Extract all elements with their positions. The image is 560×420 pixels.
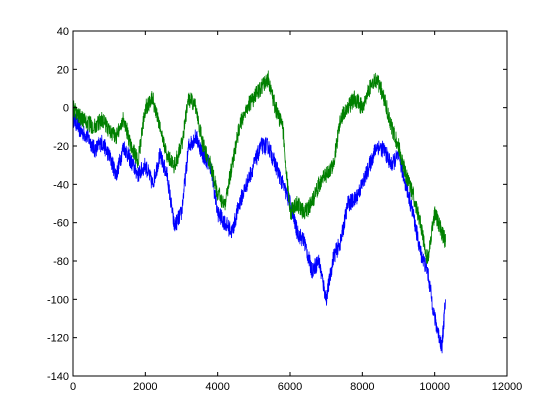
y-tick-label: -20 (53, 141, 69, 153)
y-tick-label: 20 (57, 64, 69, 76)
y-tick-label: -40 (53, 179, 69, 191)
series-line-1 (72, 110, 446, 354)
y-tick-label: -100 (47, 294, 69, 306)
x-tick-label: 2000 (133, 381, 157, 393)
series-line-2 (72, 70, 446, 264)
y-tick-label: -140 (47, 371, 69, 383)
y-tick-label: 40 (57, 26, 69, 38)
x-tick-label: 8000 (350, 381, 374, 393)
y-tick-label: -120 (47, 333, 69, 345)
series-layer (72, 70, 446, 354)
y-tick-label: 0 (63, 103, 69, 115)
y-tick-label: -80 (53, 256, 69, 268)
x-tick-label: 10000 (419, 381, 450, 393)
y-tick-label: -60 (53, 218, 69, 230)
x-tick-label: 12000 (492, 381, 523, 393)
x-tick-label: 4000 (205, 381, 229, 393)
plot-frame (72, 30, 508, 377)
x-tick-label: 6000 (278, 381, 302, 393)
tick-layer: 0 2000 4000 6000 8000 10000 12000 40 20 0 -20 -40 -6… (47, 26, 522, 393)
x-tick-label: 0 (70, 381, 76, 393)
